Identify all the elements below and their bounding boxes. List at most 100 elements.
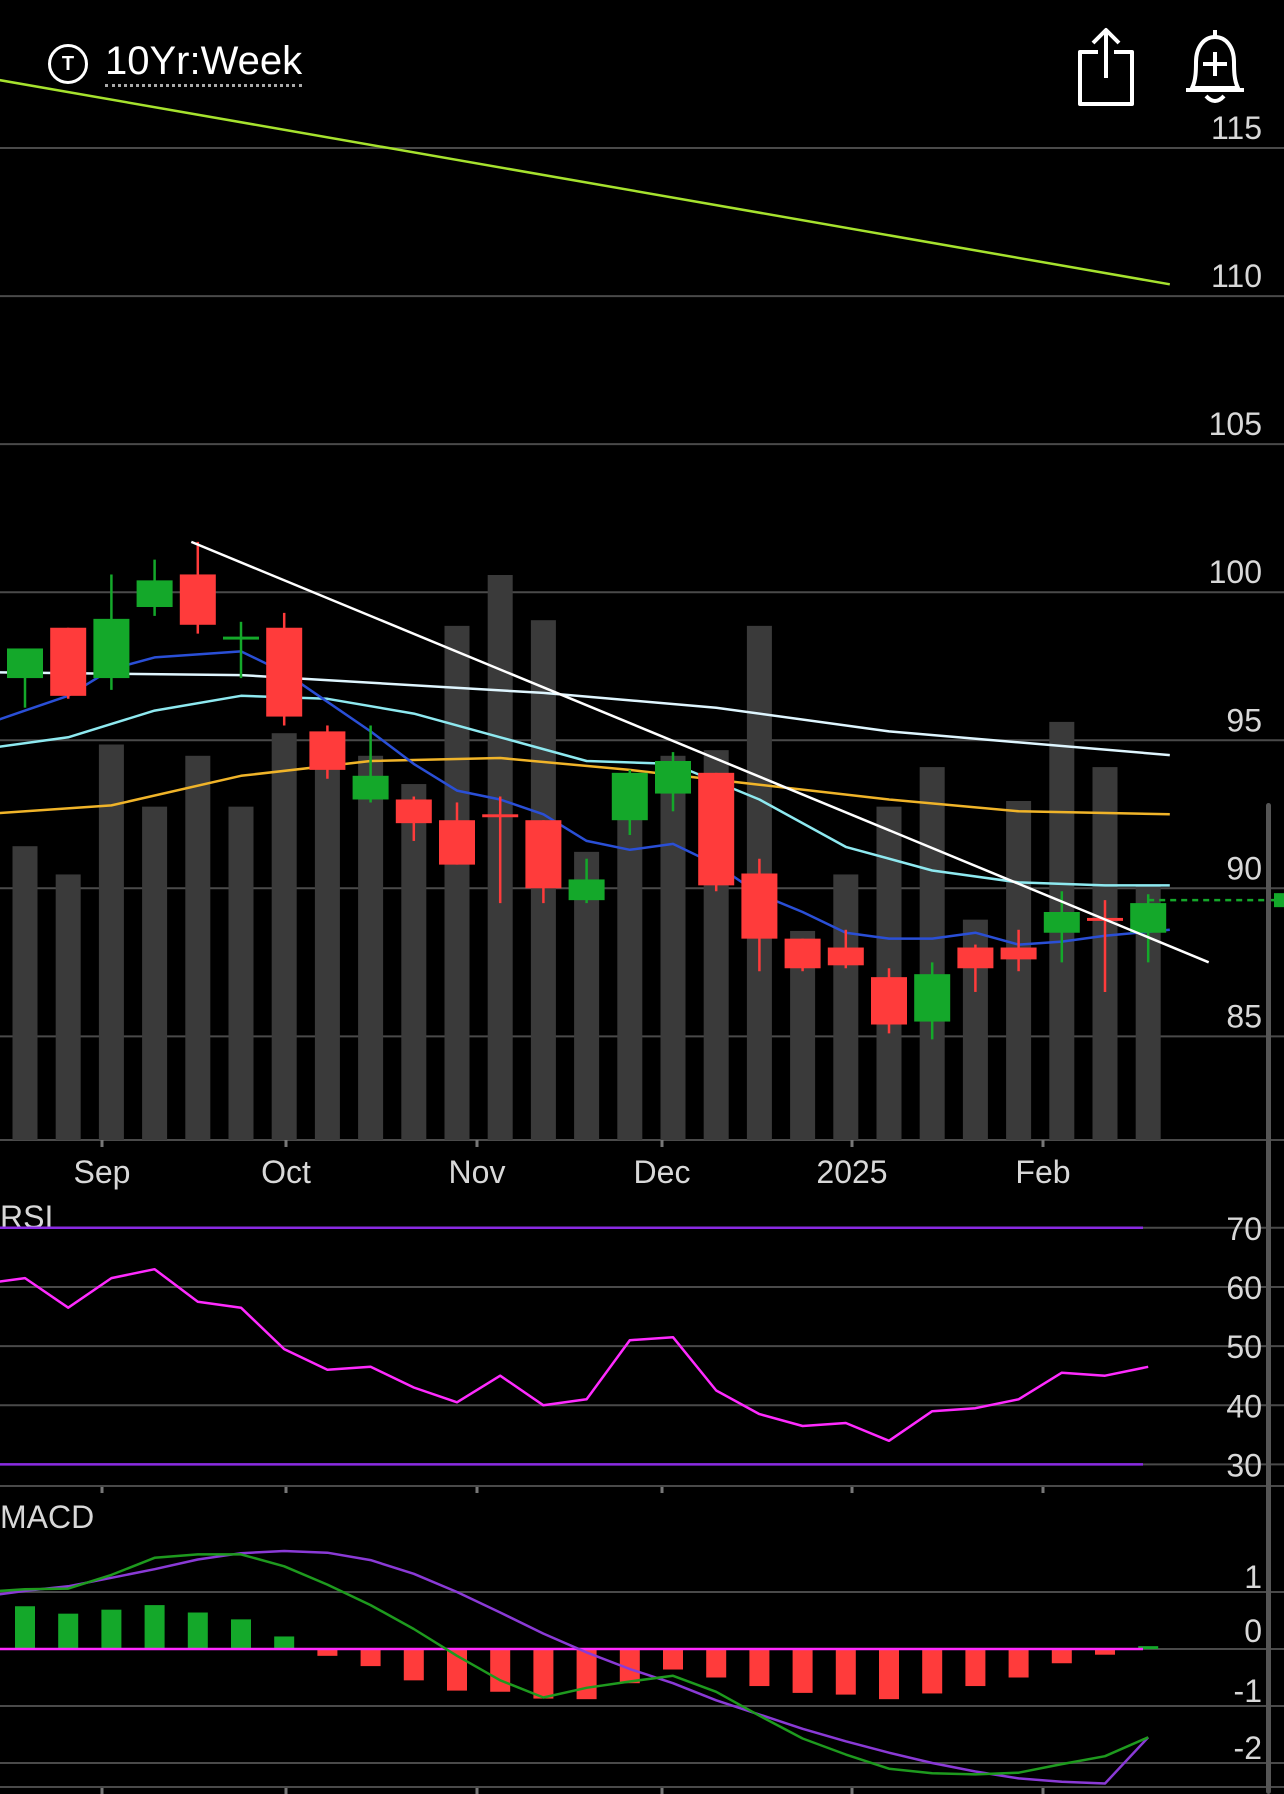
rsi-axis-label: 40 bbox=[1226, 1388, 1262, 1424]
macd-histogram-bar bbox=[663, 1649, 683, 1670]
macd-histogram-bar bbox=[922, 1649, 943, 1694]
candle-body bbox=[611, 772, 648, 821]
volume-bar bbox=[833, 874, 859, 1140]
long-moving-average-line bbox=[0, 78, 1171, 286]
candle-body bbox=[525, 820, 562, 889]
volume-bars bbox=[12, 575, 1161, 1140]
macd-histogram-bar bbox=[144, 1605, 165, 1649]
candle-body bbox=[7, 648, 43, 679]
moving-average-orange-line bbox=[0, 756, 1170, 816]
candle-body bbox=[827, 947, 864, 966]
candle-body bbox=[914, 974, 951, 1022]
macd-panel-title: MACD bbox=[0, 1499, 94, 1535]
candle-body bbox=[309, 731, 346, 770]
volume-bar bbox=[98, 744, 124, 1140]
price-candles bbox=[7, 541, 1167, 1040]
candle-body bbox=[741, 873, 778, 939]
macd-panel: -2 -1 0 1 bbox=[0, 1549, 1284, 1788]
macd-histogram-bar bbox=[879, 1649, 899, 1700]
candle-body bbox=[698, 772, 735, 886]
macd-histogram-bar bbox=[1008, 1649, 1029, 1678]
moving-average-cyan-line bbox=[0, 694, 1170, 887]
macd-axis-label: 1 bbox=[1244, 1559, 1262, 1595]
macd-histogram-bar bbox=[231, 1619, 251, 1649]
x-axis-label: Sep bbox=[74, 1154, 131, 1190]
macd-histogram-bar bbox=[58, 1613, 79, 1649]
x-axis-label: Oct bbox=[261, 1154, 311, 1190]
macd-histogram-bar bbox=[15, 1606, 35, 1649]
candle-body bbox=[1000, 947, 1037, 960]
x-axis-label: Feb bbox=[1015, 1154, 1070, 1190]
chart-header: T 10Yr:Week bbox=[0, 0, 1284, 130]
moving-averages bbox=[0, 78, 1171, 946]
volume-bar bbox=[142, 806, 168, 1140]
macd-axis-label: -2 bbox=[1234, 1730, 1262, 1766]
candle-body bbox=[482, 814, 519, 818]
volume-bar bbox=[660, 755, 686, 1140]
candle-body bbox=[223, 636, 259, 640]
macd-histogram-bar bbox=[1138, 1646, 1159, 1649]
macd-histogram-bar bbox=[533, 1649, 554, 1699]
price-axis-label: 85 bbox=[1226, 998, 1262, 1034]
macd-axis-label: -1 bbox=[1234, 1673, 1262, 1709]
macd-histogram-bar bbox=[1051, 1649, 1072, 1664]
moving-average-white-line bbox=[0, 671, 1170, 757]
volume-bar bbox=[401, 784, 427, 1140]
candle-body bbox=[568, 879, 605, 901]
add-alert-bell-icon[interactable] bbox=[1182, 26, 1248, 108]
candle-body bbox=[655, 760, 691, 794]
price-axis-label: 115 bbox=[1211, 110, 1262, 146]
price-axis-label: 95 bbox=[1226, 702, 1262, 738]
x-axis-label: Dec bbox=[634, 1154, 691, 1190]
candle-body bbox=[871, 977, 907, 1025]
volume-bar bbox=[358, 755, 384, 1140]
candle-body bbox=[439, 820, 475, 865]
macd-histogram-bar bbox=[403, 1649, 424, 1681]
candle-body bbox=[50, 627, 87, 696]
macd-line bbox=[0, 1553, 1149, 1776]
volume-bar bbox=[444, 625, 470, 1140]
macd-signal-line bbox=[0, 1549, 1150, 1785]
rsi-line bbox=[0, 1267, 1149, 1443]
x-axis-label: Nov bbox=[449, 1154, 506, 1190]
macd-histogram-bar bbox=[706, 1649, 727, 1678]
candle-body bbox=[1130, 903, 1167, 933]
volume-bar bbox=[55, 874, 81, 1140]
volume-bar bbox=[271, 733, 297, 1140]
price-axis-label: 100 bbox=[1209, 554, 1262, 590]
macd-histogram-bar bbox=[792, 1649, 813, 1693]
volume-bar bbox=[617, 806, 643, 1140]
symbol-timeframe-title[interactable]: 10Yr:Week bbox=[105, 38, 303, 87]
candle-body bbox=[93, 618, 130, 679]
axis-labels: 85 90 95 100 105 110 115 Sep Oct Nov Dec 2025 Feb bbox=[74, 110, 1262, 1190]
macd-histogram-bar bbox=[965, 1649, 986, 1687]
price-axis-label: 90 bbox=[1226, 850, 1262, 886]
price-axis-label: 105 bbox=[1209, 406, 1262, 442]
macd-histogram-bar bbox=[187, 1612, 208, 1649]
rsi-axis-label: 60 bbox=[1226, 1270, 1262, 1306]
candle-body bbox=[136, 580, 173, 608]
macd-histogram-bar bbox=[317, 1649, 338, 1656]
macd-histogram-bar bbox=[274, 1636, 295, 1649]
rsi-axis-label: 30 bbox=[1226, 1447, 1262, 1483]
candle-body bbox=[957, 947, 994, 969]
rsi-panel-title: RSI bbox=[0, 1199, 53, 1235]
macd-histogram-bar bbox=[619, 1649, 640, 1684]
candle-body bbox=[395, 799, 432, 824]
rsi-axis-label: 70 bbox=[1226, 1211, 1262, 1247]
volume-bar bbox=[314, 744, 340, 1140]
vertical-scrollbar[interactable] bbox=[1266, 803, 1271, 1794]
candle-body bbox=[784, 938, 821, 969]
trendline[interactable] bbox=[190, 540, 1284, 964]
moving-average-blue-line bbox=[0, 650, 1170, 946]
x-axis-label: 2025 bbox=[816, 1154, 887, 1190]
volume-bar bbox=[12, 846, 38, 1140]
ticker-type-icon: T bbox=[48, 44, 88, 84]
rsi-panel: 30 40 50 60 70 bbox=[0, 1211, 1284, 1487]
last-price-marker bbox=[1274, 893, 1284, 908]
volume-bar bbox=[185, 755, 211, 1140]
share-icon[interactable] bbox=[1076, 26, 1136, 106]
macd-histogram-bar bbox=[490, 1649, 511, 1692]
macd-histogram-bar bbox=[749, 1649, 770, 1687]
